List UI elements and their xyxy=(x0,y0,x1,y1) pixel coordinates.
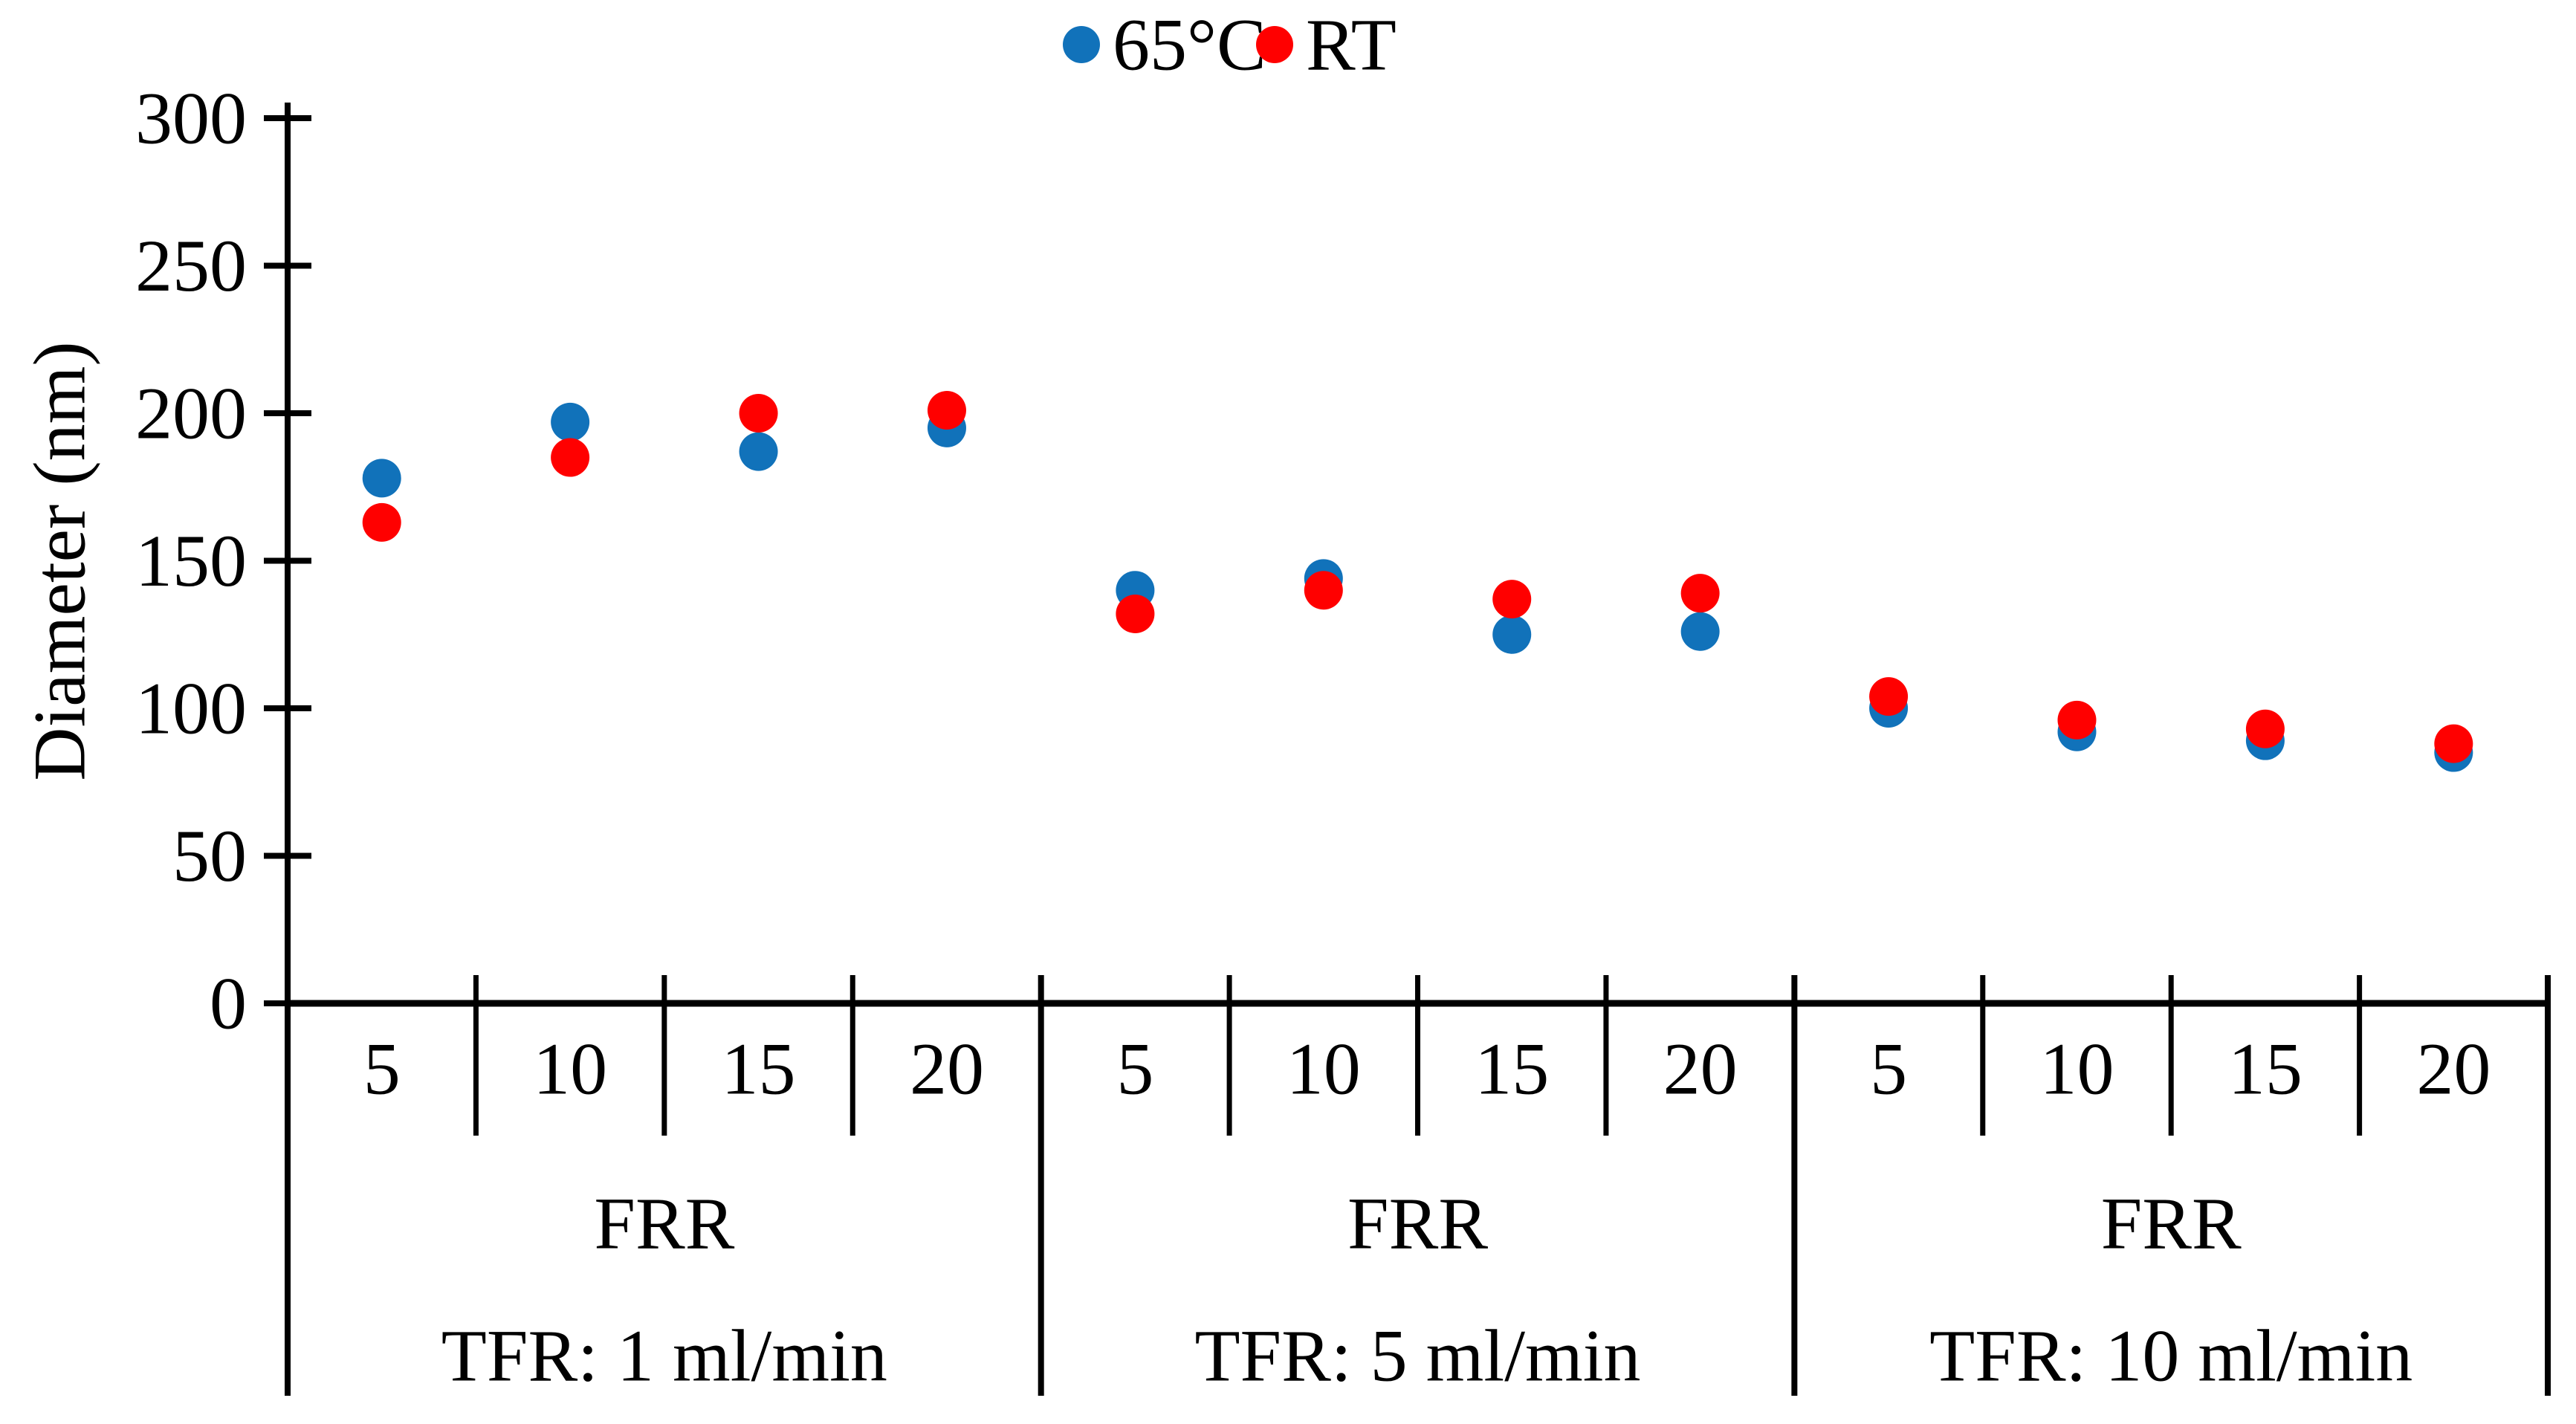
data-point-rt xyxy=(551,438,590,477)
tfr-row-label: TFR: 5 ml/min xyxy=(1194,1315,1640,1397)
x-frr-value-label: 10 xyxy=(2039,1028,2114,1110)
data-point-rt xyxy=(739,394,778,433)
x-frr-value-label: 15 xyxy=(1475,1028,1549,1110)
y-tick-label: 0 xyxy=(210,962,247,1045)
x-frr-value-label: 5 xyxy=(1870,1028,1907,1110)
legend-marker-rt xyxy=(1256,26,1293,63)
y-tick-label: 300 xyxy=(135,77,247,160)
tfr-row-label: TFR: 10 ml/min xyxy=(1929,1315,2412,1397)
x-frr-value-label: 15 xyxy=(2228,1028,2302,1110)
y-tick-label: 250 xyxy=(135,224,247,307)
y-tick-label: 50 xyxy=(172,815,247,897)
y-tick-label: 100 xyxy=(135,667,247,750)
data-point-rt xyxy=(2434,724,2473,763)
data-point-rt xyxy=(1304,571,1343,610)
x-frr-value-label: 5 xyxy=(363,1028,401,1110)
frr-row-label: FRR xyxy=(594,1182,734,1265)
x-frr-value-label: 5 xyxy=(1116,1028,1153,1110)
data-point-rt xyxy=(362,502,401,542)
data-point-rt xyxy=(927,391,966,430)
x-frr-value-label: 20 xyxy=(1663,1028,1738,1110)
x-frr-value-label: 10 xyxy=(1287,1028,1361,1110)
x-frr-value-label: 15 xyxy=(722,1028,796,1110)
y-axis-title: Diameter (nm) xyxy=(19,341,101,780)
data-point-65c xyxy=(551,402,590,441)
legend-label: 65°C xyxy=(1113,4,1266,86)
legend-marker-65c xyxy=(1063,26,1100,63)
data-point-rt xyxy=(1869,677,1909,716)
tfr-row-label: TFR: 1 ml/min xyxy=(441,1315,887,1397)
data-point-rt xyxy=(2245,709,2285,748)
x-frr-value-label: 20 xyxy=(2416,1028,2491,1110)
data-point-rt xyxy=(1116,594,1155,633)
x-frr-value-label: 20 xyxy=(910,1028,984,1110)
x-frr-value-label: 10 xyxy=(533,1028,607,1110)
frr-row-label: FRR xyxy=(2101,1182,2242,1265)
data-point-65c xyxy=(362,459,401,498)
data-point-rt xyxy=(2057,700,2097,739)
data-point-65c xyxy=(1492,615,1532,654)
data-point-rt xyxy=(1680,574,1720,613)
y-tick-label: 200 xyxy=(135,372,247,455)
data-point-rt xyxy=(1492,580,1532,619)
frr-row-label: FRR xyxy=(1347,1182,1488,1265)
y-tick-label: 150 xyxy=(135,520,247,602)
data-point-65c xyxy=(739,432,778,471)
legend-label: RT xyxy=(1306,4,1397,86)
data-point-65c xyxy=(1680,612,1720,651)
